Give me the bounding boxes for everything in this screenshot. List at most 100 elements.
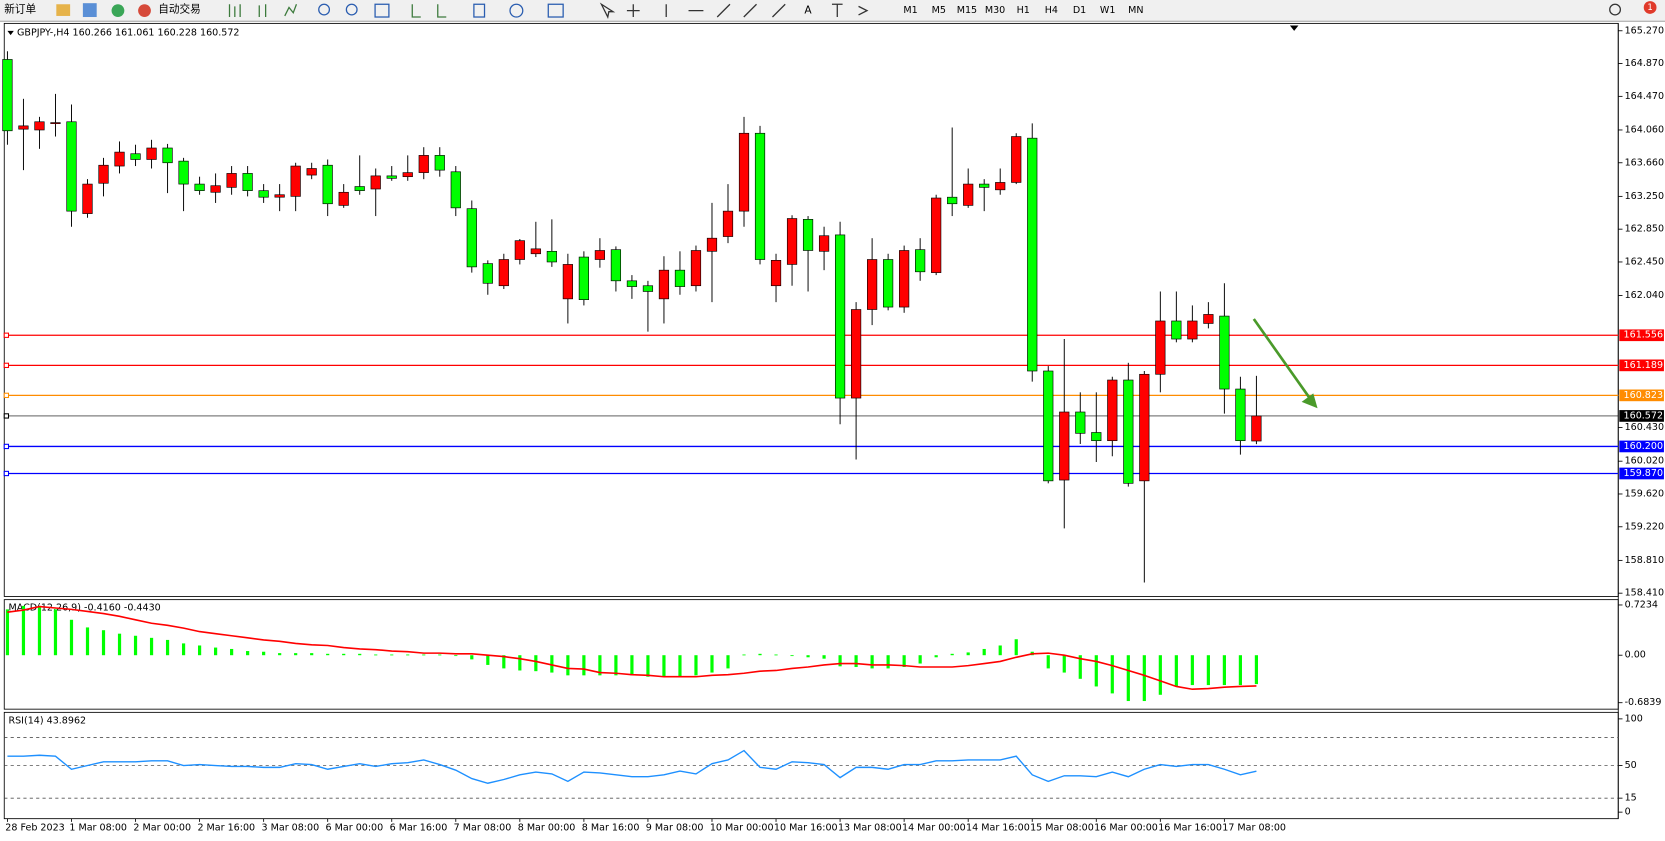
candle-body [1235, 388, 1246, 442]
icon[interactable] [56, 4, 71, 16]
timeframes: M1 M5 M15 M30 H1 H4 D1 W1 MN [903, 5, 1143, 16]
macd-bar [934, 655, 938, 658]
macd-bar [550, 655, 554, 673]
macd-bar [950, 653, 954, 656]
icon[interactable] [599, 2, 616, 19]
y-tick-label: 164.470 [1625, 91, 1664, 102]
timeframe-button[interactable]: MN [1128, 5, 1143, 16]
candle-body [2, 59, 13, 132]
macd-bar [1222, 655, 1226, 686]
macd-bar [966, 652, 970, 656]
candle-body [818, 235, 830, 252]
timeframe-button[interactable]: W1 [1100, 5, 1116, 16]
icon[interactable] [411, 4, 421, 18]
macd-bar [518, 655, 522, 671]
x-tick-label: 3 Mar 08:00 [262, 823, 320, 834]
icon[interactable] [111, 4, 125, 18]
price-level-tag [1619, 329, 1664, 342]
candle-body [674, 269, 686, 287]
macd-bar [710, 655, 714, 673]
icon[interactable] [831, 3, 869, 18]
candle-body [354, 186, 365, 191]
tool-icons[interactable] [228, 2, 1622, 19]
icon[interactable] [82, 3, 97, 18]
auto-trading-icon[interactable] [138, 4, 151, 18]
price-level-handle [3, 392, 10, 399]
price-level-tag [1619, 410, 1664, 422]
macd-bar [197, 645, 202, 656]
price-level-handle [3, 470, 10, 477]
timeframe-button[interactable]: M1 [903, 5, 917, 16]
macd-bar [694, 655, 698, 676]
icon[interactable] [665, 3, 786, 18]
macd-bar [390, 654, 394, 656]
macd-bar [1078, 655, 1082, 679]
candle-body [1107, 379, 1118, 442]
arrow-head [1301, 393, 1318, 409]
search-icon[interactable] [1609, 3, 1622, 16]
macd-bar [1190, 655, 1194, 686]
candle-body [963, 183, 974, 206]
notification-badge[interactable] [1643, 1, 1657, 14]
timeframe-button[interactable]: M30 [985, 5, 1005, 16]
timeframe-button[interactable]: D1 [1073, 5, 1086, 16]
macd-bar [246, 651, 250, 656]
timeframe-button[interactable]: H4 [1045, 5, 1058, 16]
y-tick-label: 165.270 [1625, 25, 1664, 36]
auto-trading-button[interactable]: 自动交易 [158, 3, 200, 16]
candle-body [418, 155, 429, 173]
y-tick-label: 162.850 [1625, 224, 1664, 235]
candle-body [66, 121, 77, 212]
icon[interactable] [228, 4, 241, 18]
icon[interactable] [258, 4, 267, 18]
macd-bar [53, 609, 58, 656]
macd-bar [630, 655, 634, 676]
candle-body [1059, 411, 1070, 481]
icon[interactable] [437, 4, 447, 18]
timeframe-button[interactable]: M5 [932, 5, 946, 16]
icon[interactable] [374, 3, 390, 18]
arrow-shaft [1252, 318, 1312, 400]
timeframe-button[interactable]: M15 [957, 5, 977, 16]
y-tick-label: 160.020 [1625, 456, 1664, 467]
rsi-line [7, 749, 1257, 784]
price-level-handle [3, 413, 10, 419]
macd-bar [214, 647, 218, 656]
y-tick-label: 163.660 [1625, 157, 1664, 168]
icon[interactable] [318, 3, 331, 16]
icon[interactable] [547, 3, 564, 18]
candle-body [130, 153, 141, 160]
macd-bar [566, 655, 570, 676]
candle-body [979, 183, 990, 188]
macd-bar [1206, 655, 1210, 686]
candle-body [546, 250, 557, 263]
macd-bar [1062, 655, 1066, 673]
trend-arrow [1252, 318, 1318, 409]
y-tick-label: 0.7234 [1625, 599, 1658, 610]
icon[interactable] [509, 3, 524, 18]
candle-body [466, 208, 477, 268]
icon[interactable] [284, 4, 298, 17]
x-tick-label: 16 Mar 16:00 [1158, 823, 1222, 834]
macd-bar [582, 655, 586, 676]
macd-bar [486, 655, 490, 665]
icon[interactable] [626, 4, 640, 18]
toolbar: 新订单 自动交易 A M1 M5 M15 M30 H1 H4 D1 W1 MN 1 [0, 0, 1665, 22]
macd-bar [454, 655, 458, 657]
icon[interactable] [473, 3, 486, 18]
y-tick-label: 50 [1625, 760, 1637, 771]
candle-body [562, 264, 573, 300]
candle-body [290, 165, 301, 197]
candle-body [226, 173, 237, 188]
price-level-label: 160.572 [1624, 410, 1663, 421]
x-tick-label: 10 Mar 00:00 [710, 823, 774, 834]
candle-body [34, 121, 45, 131]
macd-bar [758, 653, 762, 656]
x-tick-label: 13 Mar 08:00 [838, 823, 902, 834]
text-tool[interactable]: A [804, 4, 812, 17]
icon[interactable] [345, 3, 358, 16]
new-order-button[interactable]: 新订单 [4, 3, 36, 16]
timeframe-button[interactable]: H1 [1017, 5, 1030, 16]
price-level-tag [1619, 359, 1664, 372]
macd-bar [262, 651, 266, 656]
